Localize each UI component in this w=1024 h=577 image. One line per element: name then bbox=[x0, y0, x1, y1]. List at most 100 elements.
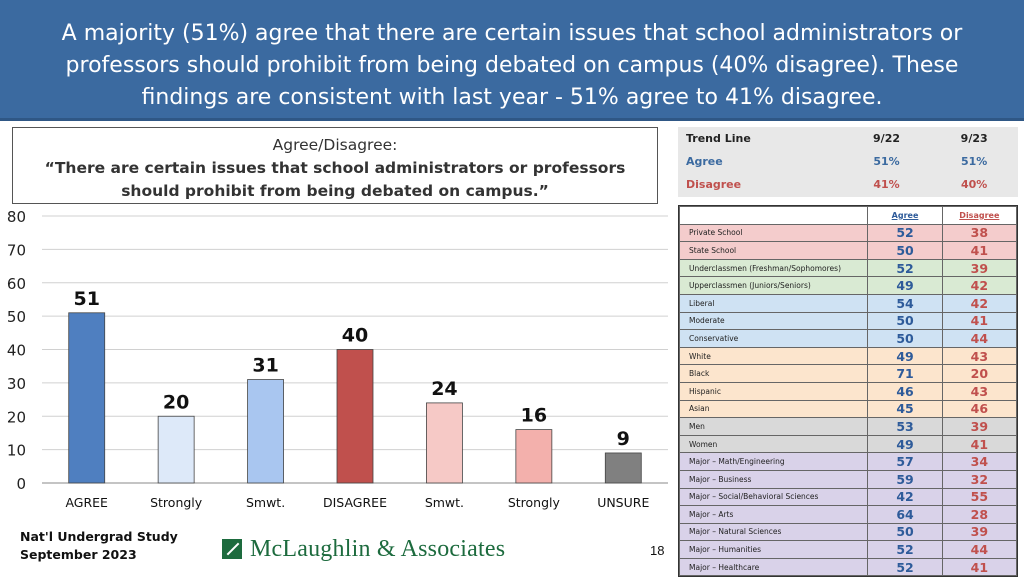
demo-header-agree: Agree bbox=[867, 206, 943, 225]
logo-mark-icon bbox=[222, 539, 242, 559]
demo-row-disagree: 41 bbox=[941, 241, 1018, 260]
demo-row-label: Upperclassmen (Juniors/Seniors) bbox=[678, 276, 869, 295]
demo-row-disagree: 38 bbox=[941, 223, 1018, 243]
trend-agree-v1: 51% bbox=[873, 155, 900, 168]
bar-value-label: 31 bbox=[252, 355, 278, 377]
demo-row-label: Asian bbox=[678, 399, 869, 419]
trend-header-year2: 9/23 bbox=[960, 132, 988, 145]
y-tick-label: 40 bbox=[7, 342, 26, 360]
demo-row: Black 71 20 bbox=[678, 364, 1018, 383]
bar-value-label: 40 bbox=[342, 325, 368, 347]
demo-row-label: Major – Healthcare bbox=[678, 557, 869, 577]
company-logo: McLaughlin & Associates bbox=[222, 536, 505, 562]
trend-header-label: Trend Line bbox=[686, 132, 751, 145]
demo-row-label: White bbox=[678, 346, 869, 366]
demo-row-label: Women bbox=[678, 434, 869, 454]
demo-row: Private School 52 38 bbox=[678, 223, 1018, 243]
demo-row-disagree: 34 bbox=[941, 452, 1018, 471]
x-tick-label: DISAGREE bbox=[323, 495, 387, 510]
demo-row: Women 49 41 bbox=[678, 434, 1018, 454]
demo-row: Major – Humanities 52 44 bbox=[678, 540, 1018, 559]
y-tick-label: 50 bbox=[7, 308, 26, 326]
bar-value-label: 24 bbox=[431, 378, 457, 400]
demo-row-agree: 52 bbox=[867, 540, 943, 559]
demo-row-disagree: 43 bbox=[941, 381, 1018, 401]
demo-row-agree: 52 bbox=[867, 557, 943, 577]
demo-row: Major – Social/Behavioral Sciences 42 55 bbox=[678, 487, 1018, 507]
demo-row-label: Major – Humanities bbox=[678, 540, 869, 559]
demo-row-label: Conservative bbox=[678, 329, 869, 348]
question-box: Agree/Disagree: “There are certain issue… bbox=[12, 127, 658, 204]
demo-row: State School 50 41 bbox=[678, 241, 1018, 260]
demo-row-agree: 49 bbox=[867, 276, 943, 295]
bar bbox=[336, 349, 374, 484]
demographic-table: Agree Disagree Private School 52 38 State S… bbox=[678, 205, 1018, 577]
demo-row: Major – Healthcare 52 41 bbox=[678, 557, 1018, 577]
demo-row: Hispanic 46 43 bbox=[678, 381, 1018, 401]
question-text: “There are certain issues that school ad… bbox=[44, 159, 626, 200]
demo-row-label: Major – Math/Engineering bbox=[678, 452, 869, 471]
demo-row-label: Underclassmen (Freshman/Sophomores) bbox=[678, 258, 869, 278]
demo-row-agree: 50 bbox=[867, 241, 943, 260]
demo-row-label: Black bbox=[678, 364, 869, 383]
bar bbox=[515, 429, 553, 484]
demo-header-disagree: Disagree bbox=[941, 206, 1018, 225]
demo-row-agree: 52 bbox=[867, 223, 943, 243]
demo-row-disagree: 39 bbox=[941, 522, 1018, 542]
demo-header-blank bbox=[678, 206, 869, 225]
bar bbox=[157, 415, 195, 484]
x-tick-label: Strongly bbox=[508, 495, 561, 510]
demo-row-label: Liberal bbox=[678, 293, 869, 313]
demo-row-agree: 52 bbox=[867, 258, 943, 278]
bar bbox=[68, 312, 106, 484]
demo-row-disagree: 41 bbox=[941, 434, 1018, 454]
y-tick-label: 70 bbox=[7, 241, 26, 259]
demo-row-agree: 59 bbox=[867, 469, 943, 489]
demo-row-disagree: 32 bbox=[941, 469, 1018, 489]
demo-row-label: Major – Natural Sciences bbox=[678, 522, 869, 542]
demo-row-disagree: 43 bbox=[941, 346, 1018, 366]
x-tick-label: Smwt. bbox=[246, 495, 285, 510]
demo-row-agree: 64 bbox=[867, 505, 943, 524]
demo-row: Major – Business 59 32 bbox=[678, 469, 1018, 489]
logo-name: McLaughlin & Associates bbox=[250, 535, 506, 562]
demo-row: Men 53 39 bbox=[678, 417, 1018, 436]
demo-row-agree: 53 bbox=[867, 417, 943, 436]
trend-disagree-label: Disagree bbox=[686, 178, 742, 191]
bar bbox=[247, 379, 284, 484]
bar-value-label: 9 bbox=[617, 428, 630, 450]
demo-row-disagree: 42 bbox=[941, 293, 1018, 313]
demo-row-label: Private School bbox=[678, 223, 869, 243]
demo-row-agree: 54 bbox=[867, 293, 943, 313]
demo-row: Major – Arts 64 28 bbox=[678, 505, 1018, 524]
trend-header-year1: 9/22 bbox=[873, 132, 901, 145]
y-tick-label: 20 bbox=[7, 408, 26, 426]
demo-row-agree: 49 bbox=[867, 346, 943, 366]
demo-row-disagree: 46 bbox=[941, 399, 1018, 419]
demo-row-disagree: 44 bbox=[941, 540, 1018, 559]
demo-row-agree: 50 bbox=[867, 311, 943, 331]
footer-source: Nat'l Undergrad Study September 2023 bbox=[20, 528, 178, 564]
x-tick-label: AGREE bbox=[65, 495, 108, 510]
demo-row: White 49 43 bbox=[678, 346, 1018, 366]
demo-row-label: Moderate bbox=[678, 311, 869, 331]
demo-row-disagree: 42 bbox=[941, 276, 1018, 295]
demo-row: Moderate 50 41 bbox=[678, 311, 1018, 331]
demo-row-disagree: 39 bbox=[941, 258, 1018, 278]
demo-row-label: Major – Social/Behavioral Sciences bbox=[678, 487, 869, 507]
trend-agree-label: Agree bbox=[686, 155, 723, 168]
demo-row-label: Men bbox=[678, 417, 869, 436]
slide-title: A majority (51%) agree that there are ce… bbox=[61, 21, 963, 110]
bar-value-label: 51 bbox=[73, 288, 99, 310]
demo-row-agree: 45 bbox=[867, 399, 943, 419]
demo-row-disagree: 44 bbox=[941, 329, 1018, 348]
bar-value-label: 20 bbox=[163, 391, 189, 413]
demo-row: Underclassmen (Freshman/Sophomores) 52 39 bbox=[678, 258, 1018, 278]
demo-row-agree: 42 bbox=[867, 487, 943, 507]
demo-row-agree: 46 bbox=[867, 381, 943, 401]
demo-row-disagree: 41 bbox=[941, 557, 1018, 577]
y-tick-label: 80 bbox=[7, 208, 26, 226]
trend-agree-v2: 51% bbox=[961, 155, 988, 168]
slide-header: A majority (51%) agree that there are ce… bbox=[0, 0, 1024, 121]
page-number: 18 bbox=[650, 543, 665, 558]
